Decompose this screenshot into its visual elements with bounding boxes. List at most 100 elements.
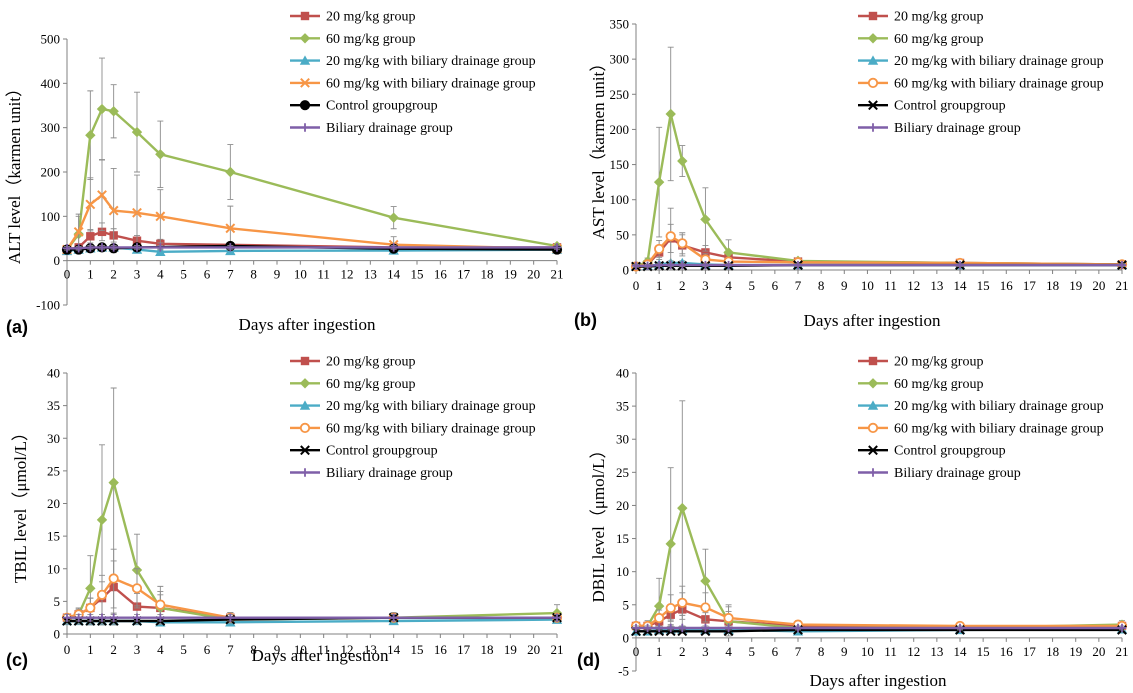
data-point — [724, 260, 733, 270]
data-point — [677, 238, 688, 249]
legend-marker — [299, 400, 311, 410]
x-tick-label: 1 — [656, 278, 663, 293]
data-point — [132, 243, 142, 252]
x-tick-label: 5 — [748, 278, 755, 293]
legend-label: Biliary drainage group — [894, 121, 1021, 136]
x-tick-label: 17 — [1023, 278, 1037, 293]
legend-marker — [868, 123, 878, 132]
y-tick-label: 50 — [616, 227, 629, 242]
data-point — [96, 589, 108, 600]
series-line — [635, 234, 1123, 268]
legend-label: 60 mg/kg with biliary drainage group — [326, 76, 536, 91]
data-point — [643, 623, 652, 633]
y-tick-label: 20 — [47, 496, 60, 511]
data-point — [665, 231, 676, 242]
x-tick-label: 18 — [481, 267, 494, 282]
legend-marker — [867, 33, 879, 44]
data-point — [678, 260, 687, 270]
x-tick-label: 7 — [227, 642, 234, 657]
x-tick-label: 9 — [841, 278, 848, 293]
x-tick-label: 10 — [294, 642, 307, 657]
x-tick-label: 11 — [317, 642, 330, 657]
x-tick-label: 20 — [527, 267, 540, 282]
x-tick-label: 21 — [551, 267, 564, 282]
data-point — [132, 613, 142, 622]
data-point — [955, 623, 965, 633]
legend-marker — [300, 77, 310, 88]
x-tick-label: 3 — [702, 644, 709, 659]
series-bd — [631, 623, 1127, 633]
legend: 20 mg/kg group 60 mg/kg group 20 mg/kg wit… — [290, 355, 536, 481]
x-tick-label: 2 — [110, 642, 117, 657]
legend-marker — [868, 468, 878, 477]
x-tick-label: 13 — [930, 644, 943, 659]
legend-marker — [868, 356, 878, 366]
y-axis-label: TBIL level（μmol/L） — [11, 424, 30, 583]
x-tick-label: 12 — [341, 267, 354, 282]
y-tick-label: 100 — [41, 209, 61, 224]
x-tick-label: 3 — [134, 642, 141, 657]
y-tick-label: 5 — [623, 597, 630, 612]
x-tick-label: 4 — [157, 267, 164, 282]
x-tick-label: 15 — [411, 642, 424, 657]
data-point — [654, 243, 665, 255]
y-tick-label: 5 — [54, 594, 61, 609]
x-tick-label: 1 — [87, 642, 94, 657]
y-axis-label: DBIL level（μmol/L） — [589, 442, 608, 603]
data-point — [132, 207, 142, 218]
x-tick-label: 14 — [954, 278, 968, 293]
y-tick-label: 10 — [47, 561, 60, 576]
legend-label: 60 mg/kg group — [326, 377, 415, 392]
panel-tag: (a) — [6, 317, 28, 337]
legend-label: 60 mg/kg with biliary drainage group — [894, 421, 1104, 436]
x-tick-label: 15 — [977, 644, 990, 659]
x-tick-label: 3 — [702, 278, 709, 293]
x-tick-label: 14 — [954, 644, 968, 659]
data-point — [793, 260, 803, 270]
x-tick-label: 18 — [1046, 278, 1059, 293]
legend-marker — [299, 33, 311, 44]
x-tick-label: 12 — [907, 278, 920, 293]
data-point — [155, 149, 166, 160]
data-point — [552, 243, 562, 252]
x-tick-label: 14 — [387, 642, 401, 657]
x-tick-label: 7 — [795, 644, 802, 659]
data-point — [155, 599, 166, 610]
x-tick-label: 12 — [341, 642, 354, 657]
y-tick-label: 35 — [616, 399, 629, 414]
data-point — [225, 223, 236, 234]
data-point — [955, 260, 965, 270]
data-point — [653, 600, 665, 612]
x-tick-label: 20 — [527, 642, 540, 657]
x-tick-label: 6 — [772, 278, 779, 293]
x-tick-label: 16 — [1000, 278, 1014, 293]
series-line — [636, 263, 1122, 267]
data-point — [1117, 260, 1127, 270]
data-point — [86, 613, 95, 622]
data-point — [388, 212, 399, 223]
x-tick-label: 1 — [656, 644, 663, 659]
series-bd — [62, 243, 562, 253]
data-point — [74, 613, 83, 622]
legend-label: 60 mg/kg with biliary drainage group — [894, 76, 1104, 91]
y-tick-label: 40 — [47, 366, 60, 381]
y-tick-label: 15 — [47, 529, 60, 544]
data-point — [225, 166, 236, 178]
x-tick-label: 7 — [227, 267, 234, 282]
y-axis-label: ALT level（karmen unit） — [5, 80, 24, 264]
legend: 20 mg/kg group 60 mg/kg group 20 mg/kg wit… — [858, 355, 1104, 481]
legend-label: 60 mg/kg group — [326, 32, 415, 47]
data-point — [97, 190, 107, 200]
series-line — [635, 113, 1123, 268]
y-tick-label: 20 — [616, 498, 629, 513]
data-point — [700, 602, 711, 613]
x-tick-label: 6 — [204, 642, 211, 657]
data-point — [552, 613, 562, 622]
data-point — [85, 130, 96, 141]
x-tick-label: 8 — [818, 644, 825, 659]
data-point — [666, 623, 675, 633]
data-point — [131, 126, 143, 138]
y-tick-label: 15 — [616, 531, 629, 546]
y-tick-label: 0 — [54, 627, 61, 642]
y-tick-label: 30 — [616, 432, 629, 447]
